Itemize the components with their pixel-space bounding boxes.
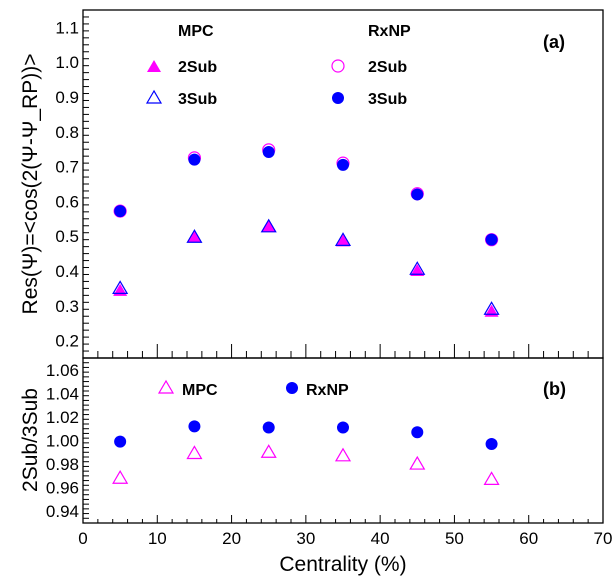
data-point-b-mpc xyxy=(409,455,426,470)
legend-marker-mpc-3sub xyxy=(145,89,163,104)
data-point-a-mpc-3sub xyxy=(186,229,203,243)
y-tick-label: 0.9 xyxy=(55,88,79,107)
legend-label-b-mpc: MPC xyxy=(182,382,218,399)
panel-a-markers xyxy=(112,143,500,317)
x-tick-label: 10 xyxy=(148,529,167,548)
legend-group-mpc: MPC xyxy=(178,23,214,40)
y-tick-label: 1.0 xyxy=(55,53,79,72)
legend-marker-rxnp-3sub xyxy=(332,92,344,104)
legend-marker-rxnp-2sub xyxy=(331,59,345,73)
y-tick-label: 0.2 xyxy=(55,332,79,351)
data-point-b-mpc xyxy=(112,470,129,484)
legend-group-rxnp: RxNP xyxy=(368,23,411,40)
y-tick-label: 1.00 xyxy=(46,432,79,451)
legend-a: MPC RxNP 2Sub 3Sub 2Sub 3Sub xyxy=(145,23,411,108)
data-point-b-mpc xyxy=(260,444,277,458)
y-tick-label: 0.8 xyxy=(55,123,79,142)
data-point-b-mpc xyxy=(186,445,203,460)
panel-b-axes: 0.94 0.96 0.98 1.00 1.02 1.04 1.06 0 10 20 30 40 50 6… xyxy=(46,357,613,548)
x-tick-label: 70 xyxy=(594,529,613,548)
data-point-b-rxnp xyxy=(262,421,275,434)
data-point-a-mpc-3sub xyxy=(112,280,129,294)
panel-b: 0.94 0.96 0.98 1.00 1.02 1.04 1.06 0 10 20 30 40 50 6… xyxy=(46,357,613,548)
x-tick-label: 0 xyxy=(78,529,87,548)
legend-label-b-rxnp: RxNP xyxy=(306,382,349,399)
panel-a-axes: 0.2 0.3 0.4 0.5 0.6 0.7 0.8 0.9 1.0 1.1 xyxy=(55,9,604,359)
x-tick-label: 50 xyxy=(445,529,464,548)
y-tick-label: 1.04 xyxy=(46,384,79,403)
y-tick-label: 0.6 xyxy=(55,192,79,211)
y-tick-label: 1.1 xyxy=(55,18,79,37)
data-point-b-rxnp xyxy=(337,421,349,434)
legend-label-rxnp-3sub: 3Sub xyxy=(368,91,407,108)
x-tick-label: 60 xyxy=(519,529,538,548)
legend-marker-b-rxnp xyxy=(286,382,298,394)
y-tick-label: 0.7 xyxy=(55,158,79,177)
x-tick-label: 40 xyxy=(371,529,390,548)
panel-b-label: (b) xyxy=(543,379,566,399)
data-point-b-rxnp xyxy=(188,420,201,433)
data-point-b-rxnp xyxy=(114,435,127,448)
data-point-a-rxnp-3sub xyxy=(188,153,201,166)
legend-label-mpc-2sub: 2Sub xyxy=(178,59,217,76)
legend-b: MPC RxNP xyxy=(157,379,349,399)
data-point-b-mpc xyxy=(334,447,352,462)
x-axis-title: Centrality (%) xyxy=(279,553,406,576)
legend-marker-b-mpc xyxy=(157,379,175,394)
legend-label-rxnp-2sub: 2Sub xyxy=(368,59,407,76)
y-tick-label: 0.5 xyxy=(55,227,79,246)
data-point-a-mpc-2sub xyxy=(261,219,276,232)
data-point-a-rxnp-3sub xyxy=(337,158,349,171)
y-axis-title-b: 2Sub/3Sub xyxy=(19,388,42,492)
data-point-a-rxnp-3sub xyxy=(485,233,498,246)
data-point-a-rxnp-3sub xyxy=(262,145,275,158)
x-tick-label: 30 xyxy=(296,529,315,548)
panel-b-markers xyxy=(112,420,500,485)
panel-b-frame xyxy=(82,357,604,524)
data-point-a-mpc-2sub xyxy=(187,230,202,243)
y-tick-label: 0.3 xyxy=(55,297,79,316)
data-point-a-mpc-2sub xyxy=(410,264,425,276)
y-tick-label: 0.94 xyxy=(46,502,79,521)
data-point-a-mpc-3sub xyxy=(334,232,352,246)
y-tick-label: 1.06 xyxy=(46,361,79,380)
data-point-b-rxnp xyxy=(485,438,498,451)
data-point-a-mpc-3sub xyxy=(260,218,277,233)
legend-marker-mpc-2sub xyxy=(147,60,161,72)
data-point-b-rxnp xyxy=(411,426,424,439)
panel-a-label: (a) xyxy=(543,32,565,52)
y-tick-label: 0.98 xyxy=(46,455,79,474)
y-tick-label: 1.02 xyxy=(46,408,79,427)
legend-label-mpc-3sub: 3Sub xyxy=(178,91,217,108)
y-axis-title-a: Res(Ψ)=<cos(2(Ψ-Ψ_RP))> xyxy=(19,54,42,315)
y-tick-label: 0.96 xyxy=(46,479,79,498)
y-tick-label: 0.4 xyxy=(55,262,79,281)
data-point-a-mpc-3sub xyxy=(483,301,500,315)
panel-a: 0.2 0.3 0.4 0.5 0.6 0.7 0.8 0.9 1.0 1.1 (a) MPC R… xyxy=(55,9,604,359)
data-point-a-mpc-3sub xyxy=(409,261,426,275)
data-point-a-rxnp-3sub xyxy=(114,205,127,218)
data-point-a-mpc-2sub xyxy=(336,234,350,247)
data-point-b-mpc xyxy=(483,471,500,485)
x-tick-label: 20 xyxy=(222,529,241,548)
data-point-a-rxnp-3sub xyxy=(411,188,424,201)
